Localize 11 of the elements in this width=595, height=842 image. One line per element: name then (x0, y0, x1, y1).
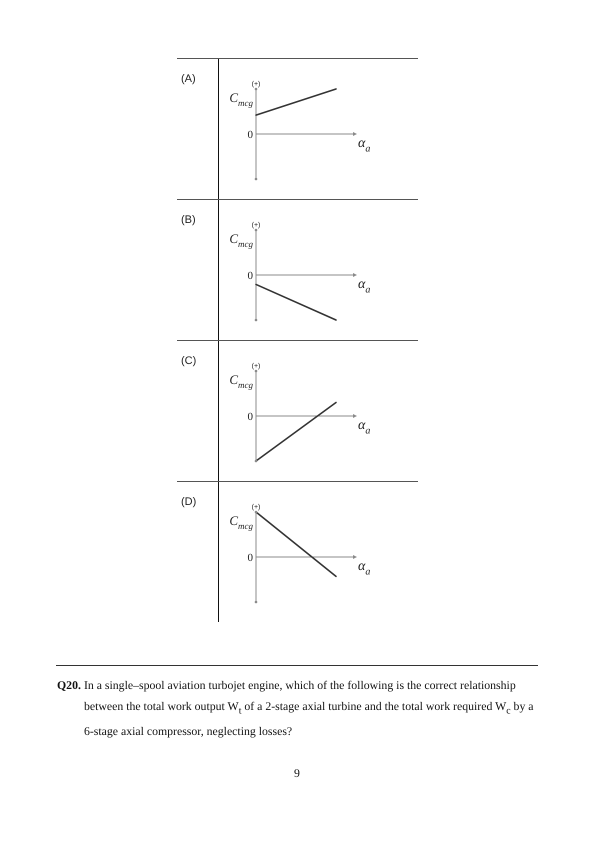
chart-title: (B) (180, 213, 197, 228)
text: 0 (248, 411, 254, 423)
chart-title: (A) (180, 72, 197, 87)
text: Q20. (57, 677, 81, 694)
text: 0 (248, 270, 254, 282)
chart-title: (D) (180, 495, 198, 510)
text: 9 (293, 764, 301, 782)
text: 0 (248, 129, 254, 141)
text: In a single–spool aviation turbojet engine, which of the following is the correct relationship between the total work output W$_{t}$ of a 2-stage axial turbine and the total work required W$_{c}$ by a 6-stage axial compressor, neglecting losses? (84, 678, 534, 738)
text: 0 (248, 552, 254, 564)
chart-title: (C) (180, 354, 198, 369)
